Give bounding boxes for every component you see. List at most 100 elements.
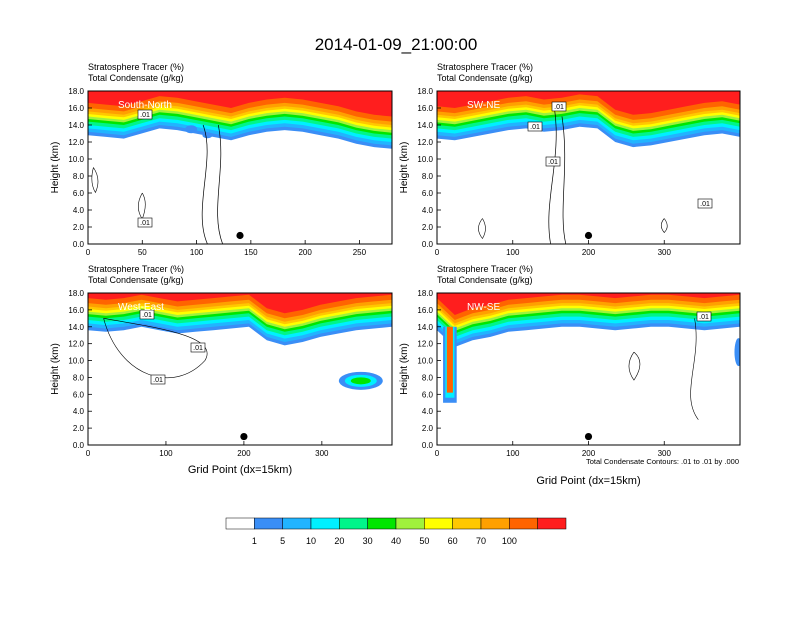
y-tick-label: 6.0 — [422, 189, 434, 198]
colorbar-swatch — [424, 517, 453, 530]
x-axis-label: Grid Point (dx=15km) — [188, 464, 292, 476]
panel-title-condensate: Total Condensate (g/kg) — [88, 73, 184, 83]
panel-name: NW-SE — [467, 302, 500, 313]
panel-title-tracer: Stratosphere Tracer (%) — [437, 264, 533, 274]
y-tick-label: 14.0 — [68, 323, 84, 332]
y-tick-label: 12.0 — [417, 138, 433, 147]
condensate-blob — [350, 377, 371, 385]
location-marker — [240, 432, 248, 441]
contour-label-box — [150, 374, 166, 385]
condensate-contour — [103, 318, 208, 378]
location-marker — [584, 432, 593, 441]
y-tick-label: 14.0 — [417, 121, 433, 130]
y-tick-label: 12.0 — [68, 340, 84, 349]
y-tick-label: 12.0 — [68, 138, 84, 147]
contour-label-box — [137, 217, 153, 228]
colorbar-swatch — [367, 517, 397, 530]
panel-title-condensate: Total Condensate (g/kg) — [437, 73, 533, 83]
panel-south-north: Stratosphere Tracer (%)Total Condensate … — [50, 62, 393, 257]
x-tick-label: 0 — [435, 248, 440, 257]
x-tick-label: 150 — [244, 248, 258, 257]
colorbar-swatch — [310, 517, 340, 530]
contour-label: .01 — [140, 220, 150, 227]
y-axis-label: Height (km) — [50, 142, 61, 194]
y-tick-label: 10.0 — [417, 357, 433, 366]
condensate-contour — [628, 318, 699, 420]
contour-label: .01 — [548, 159, 558, 166]
contour-label: .01 — [193, 345, 203, 352]
plot-frame — [87, 292, 393, 446]
contour-label-box — [527, 121, 543, 132]
y-tick-label: 8.0 — [73, 172, 85, 181]
panel-field — [437, 91, 740, 244]
y-axis-label: Height (km) — [399, 343, 410, 395]
y-tick-label: 4.0 — [422, 407, 434, 416]
condensate-contour — [478, 218, 668, 240]
x-tick-label: 100 — [506, 248, 520, 257]
y-tick-label: 4.0 — [73, 206, 85, 215]
x-tick-label: 300 — [315, 449, 329, 458]
x-tick-label: 100 — [506, 449, 520, 458]
panel-title-condensate: Total Condensate (g/kg) — [88, 275, 184, 285]
x-tick-label: 200 — [298, 248, 312, 257]
panel-field — [88, 293, 392, 390]
y-tick-label: 2.0 — [73, 424, 85, 433]
x-axis-label: Grid Point (dx=15km) — [536, 475, 640, 487]
x-tick-label: 100 — [190, 248, 204, 257]
x-tick-label: 0 — [435, 449, 440, 458]
contour-label-box — [190, 342, 206, 353]
colorbar-label: 70 — [476, 536, 486, 546]
colorbar-label: 30 — [363, 536, 373, 546]
contour-label-box — [139, 309, 155, 320]
contour-label-box — [137, 109, 153, 120]
condensate-contour — [201, 124, 223, 244]
colorbar-swatch — [509, 517, 538, 530]
contour-label-box — [551, 101, 567, 112]
tracer-band — [437, 293, 740, 315]
colorbar-swatch — [254, 517, 283, 530]
panel-nw-se: Stratosphere Tracer (%) Total Condensate … — [399, 264, 741, 487]
y-tick-label: 14.0 — [417, 323, 433, 332]
y-tick-label: 18.0 — [417, 289, 433, 298]
tracer-plume — [446, 326, 453, 393]
y-tick-label: 0.0 — [73, 240, 85, 249]
y-tick-label: 10.0 — [68, 357, 84, 366]
y-tick-label: 12.0 — [417, 340, 433, 349]
y-tick-label: 14.0 — [68, 121, 84, 130]
panel-title-tracer: Stratosphere Tracer (%) — [437, 62, 533, 72]
colorbar-swatch — [395, 517, 425, 530]
condensate-contour — [91, 167, 146, 220]
contour-note: Total Condensate Contours: .01 to .01 by… — [586, 457, 739, 466]
y-tick-label: 0.0 — [73, 441, 85, 450]
y-tick-label: 8.0 — [422, 172, 434, 181]
plot-frame — [87, 90, 393, 245]
x-tick-label: 200 — [582, 248, 596, 257]
colorbar-swatch — [537, 517, 567, 530]
y-tick-label: 6.0 — [422, 390, 434, 399]
y-tick-label: 4.0 — [73, 407, 85, 416]
x-tick-label: 0 — [86, 248, 91, 257]
panel-title-tracer: Stratosphere Tracer (%) — [88, 62, 184, 72]
x-tick-label: 0 — [86, 449, 91, 458]
panel-name: SW-NE — [467, 100, 500, 111]
y-tick-label: 10.0 — [417, 155, 433, 164]
colorbar-swatch — [339, 517, 368, 530]
contour-label: .01 — [554, 104, 564, 111]
colorbar-label: 40 — [391, 536, 401, 546]
x-tick-label: 200 — [582, 449, 596, 458]
colorbar-label: 50 — [419, 536, 429, 546]
colorbar-label: 5 — [280, 536, 285, 546]
y-tick-label: 16.0 — [68, 104, 84, 113]
y-axis-label: Height (km) — [50, 343, 61, 395]
panel-field — [88, 91, 392, 244]
colorbar-label: 10 — [306, 536, 316, 546]
panel-name: South-North — [118, 100, 172, 111]
contour-label: .01 — [140, 112, 150, 119]
x-tick-label: 50 — [138, 248, 147, 257]
y-tick-label: 16.0 — [417, 104, 433, 113]
x-tick-label: 200 — [237, 449, 251, 458]
y-tick-label: 2.0 — [422, 223, 434, 232]
y-axis-label: Height (km) — [399, 142, 410, 194]
